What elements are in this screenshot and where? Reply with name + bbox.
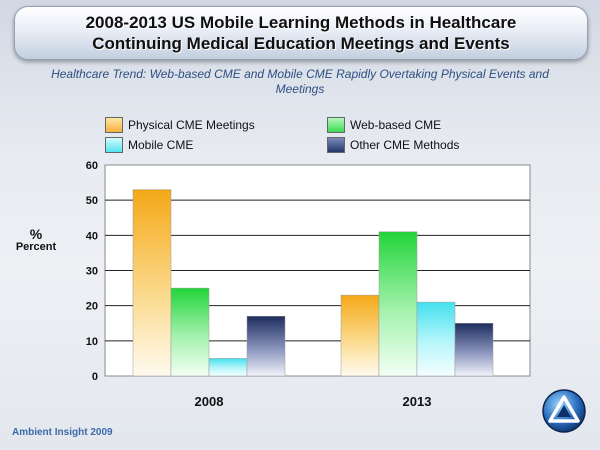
y-tick-label: 20 bbox=[86, 301, 98, 313]
legend-swatch-physical bbox=[105, 117, 123, 133]
legend-label-other: Other CME Methods bbox=[350, 138, 460, 152]
legend-label-physical: Physical CME Meetings bbox=[128, 118, 255, 132]
y-tick-label: 60 bbox=[86, 160, 98, 172]
bars bbox=[132, 189, 494, 377]
bar-other-2013 bbox=[454, 323, 494, 377]
y-axis-title: Percent bbox=[15, 241, 57, 253]
y-axis-label: % Percent bbox=[14, 226, 58, 254]
legend-item-physical: Physical CME Meetings bbox=[105, 117, 255, 133]
legend-item-other: Other CME Methods bbox=[327, 137, 459, 153]
chart-title-line-2: Continuing Medical Education Meetings an… bbox=[92, 34, 510, 53]
legend-swatch-other bbox=[327, 137, 345, 153]
legend-swatch-web bbox=[327, 117, 345, 133]
title-banner: 2008-2013 US Mobile Learning Methods in … bbox=[14, 6, 588, 60]
y-axis-ticks: 0 10 20 30 40 50 60 bbox=[86, 160, 98, 383]
legend-item-web: Web-based CME bbox=[327, 117, 441, 133]
bar-other-2008 bbox=[246, 315, 286, 377]
bar-web-2008 bbox=[170, 287, 210, 377]
bar-physical-2013 bbox=[340, 294, 380, 377]
bar-mobile-2013 bbox=[416, 301, 456, 377]
y-tick-label: 0 bbox=[92, 371, 98, 383]
y-axis-symbol: % bbox=[29, 226, 43, 242]
chart-title-line-1: 2008-2013 US Mobile Learning Methods in … bbox=[85, 13, 517, 32]
x-tick-label: 2013 bbox=[403, 394, 432, 409]
legend-label-web: Web-based CME bbox=[350, 118, 442, 132]
bar-web-2013 bbox=[378, 231, 418, 377]
source-credit: Ambient Insight 2009 bbox=[12, 427, 113, 438]
bar-physical-2008 bbox=[132, 189, 172, 377]
bar-mobile-2008 bbox=[208, 358, 248, 377]
y-tick-label: 30 bbox=[86, 266, 98, 278]
legend-item-mobile: Mobile CME bbox=[105, 137, 193, 153]
x-axis-ticks: 2008 2013 bbox=[195, 394, 432, 409]
y-tick-label: 40 bbox=[86, 230, 98, 242]
legend-swatch-mobile bbox=[105, 137, 123, 153]
x-tick-label: 2008 bbox=[195, 394, 224, 409]
y-tick-label: 50 bbox=[86, 195, 98, 207]
legend-label-mobile: Mobile CME bbox=[128, 138, 194, 152]
logo-icon bbox=[542, 389, 586, 433]
y-tick-label: 10 bbox=[86, 336, 98, 348]
chart-subtitle: Healthcare Trend: Web-based CME and Mobi… bbox=[51, 67, 549, 96]
